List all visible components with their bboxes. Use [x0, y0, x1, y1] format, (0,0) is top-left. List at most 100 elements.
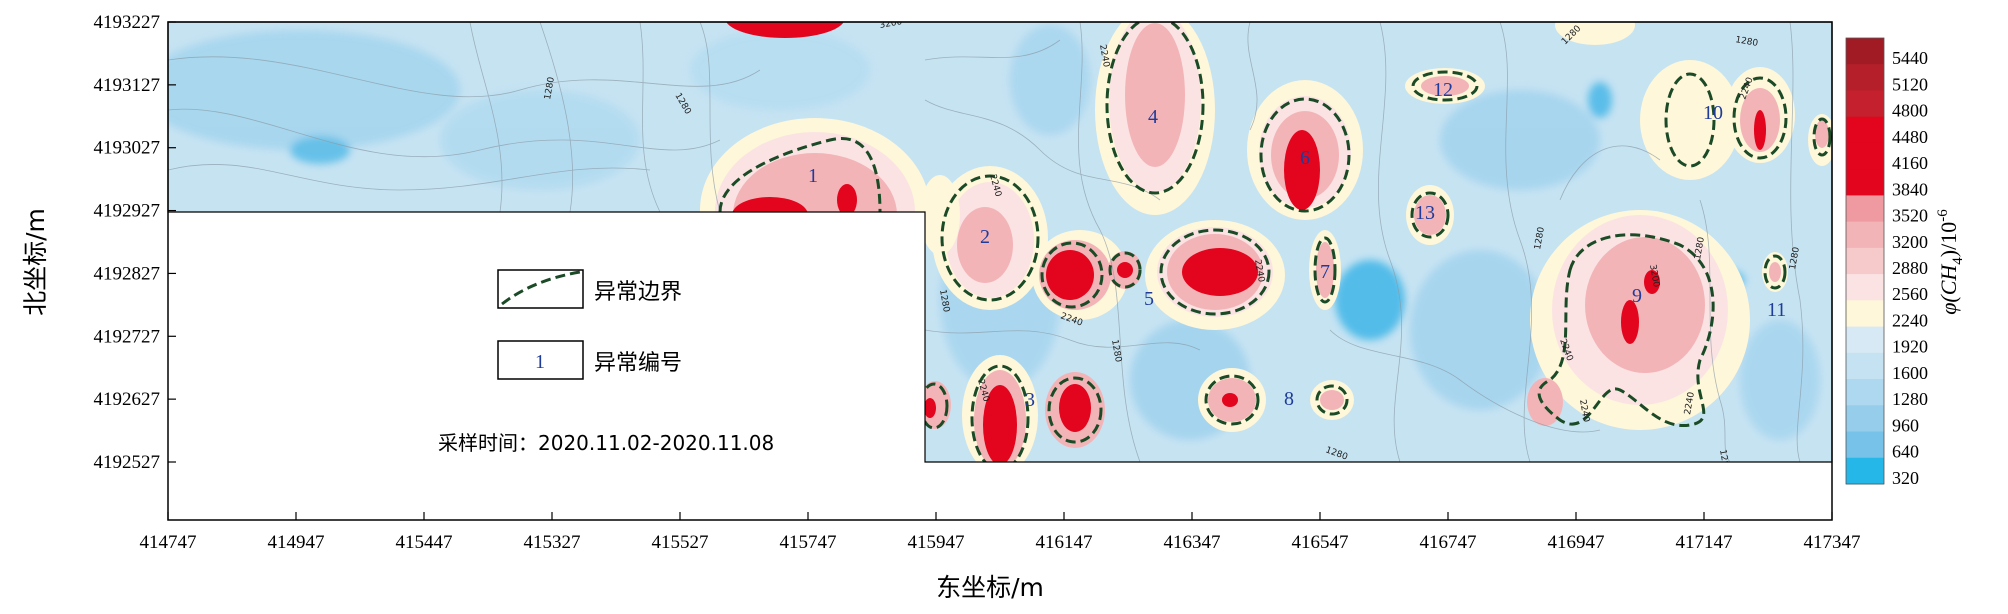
halo-pink [1815, 120, 1829, 148]
legend-number-label: 异常编号 [594, 351, 682, 376]
colorbar-tick-label: 4800 [1892, 101, 1928, 121]
legend-number-swatch [497, 340, 584, 380]
colorbar-swatch [1846, 90, 1884, 118]
boundary-8a [1204, 374, 1260, 426]
halo-pink [1585, 237, 1705, 373]
colorbar-swatch [1846, 116, 1884, 144]
boundary-11 [1763, 254, 1787, 290]
anomaly-label-12: 12 [1433, 79, 1453, 101]
anomaly-label-11: 11 [1767, 299, 1786, 321]
contour-line [1378, 22, 1402, 462]
halo-pale [1555, 22, 1635, 45]
x-tick-label: 416947 [1548, 532, 1605, 553]
contour-line [924, 39, 1061, 61]
x-tick-label: 417347 [1804, 532, 1861, 553]
contour-line [924, 329, 1201, 351]
boundary-3c [919, 382, 949, 430]
core-red [1621, 300, 1639, 344]
colorbar-tick-label: 4480 [1892, 127, 1928, 147]
contour-line [1789, 22, 1804, 462]
boundary-8b [1315, 384, 1349, 416]
x-tick-label: 417147 [1676, 532, 1733, 553]
legend-boundary-label: 异常边界 [594, 280, 682, 305]
halo-pale [920, 175, 960, 255]
x-tick-label: 415527 [652, 532, 709, 553]
anomaly-field-left [920, 22, 1635, 255]
low-zone [1440, 90, 1600, 190]
anomaly-field-2 [932, 166, 1048, 310]
low-zone [440, 90, 640, 190]
low-zone [168, 30, 460, 150]
y-tick-label: 4192627 [94, 389, 161, 410]
boundary-10b [1732, 76, 1788, 160]
contour-label: 2240 [1252, 259, 1266, 284]
boundary-2 [940, 174, 1040, 302]
boundary-3b [1047, 376, 1103, 444]
map-legend: 异常边界 1 异常编号 采样时间：2020.11.02-2020.11.08 [438, 269, 774, 455]
colorbar-tick-label: 2240 [1892, 310, 1928, 330]
colorbar-swatch [1846, 457, 1884, 485]
core-red [837, 184, 857, 216]
anomaly-boundaries [718, 22, 1832, 462]
boundary-6b [1259, 97, 1351, 213]
boundary-5b [1108, 251, 1142, 289]
axes-frame [167, 21, 1833, 521]
contour-label: 1280 [1533, 226, 1547, 251]
boundary-6a [1159, 228, 1271, 316]
contour-label: 3200 [1647, 264, 1661, 289]
colorbar-tick-label: 1920 [1892, 337, 1928, 357]
halo-pink [1316, 242, 1334, 298]
colorbar-frame [1845, 37, 1885, 485]
contour-line [539, 22, 574, 213]
anomaly-field-1 [700, 118, 930, 302]
legend-boundary-line [501, 270, 581, 306]
y-tick-label: 4192727 [94, 326, 161, 347]
anomaly-label-10: 10 [1703, 102, 1723, 124]
colorbar-title-sup: -6 [1935, 209, 1951, 222]
core-red [983, 385, 1017, 462]
colorbar-swatch [1846, 326, 1884, 354]
halo-pink [1421, 76, 1469, 96]
boundary-9 [1537, 233, 1715, 428]
x-tick-label: 415747 [780, 532, 837, 553]
x-tick-label: 416347 [1164, 532, 1221, 553]
anomaly-label-5: 5 [1144, 288, 1154, 310]
colorbar-swatch [1846, 38, 1884, 65]
contour-line [699, 22, 721, 213]
contour-line [168, 164, 651, 191]
contour-lines [168, 22, 1804, 462]
anomaly-label-3: 3 [1025, 389, 1035, 411]
colorbar-swatch [1846, 195, 1884, 223]
anomaly-label-2: 2 [980, 226, 990, 248]
low-zone [1740, 320, 1820, 440]
colorbar-title-main: φ(CH [1936, 264, 1961, 315]
colorbar-tick-label: 960 [1892, 415, 1919, 435]
y-tick-label: 4192927 [94, 201, 161, 222]
colorbar-tick-label: 2560 [1892, 284, 1928, 304]
colorbar-tick-label: 2880 [1892, 258, 1928, 278]
contour-label: 2240 [1097, 44, 1111, 69]
colorbar-tick-label: 640 [1892, 442, 1919, 462]
contour-label: 1280 [1734, 35, 1759, 49]
y-tick-label: 4192527 [94, 452, 161, 473]
anomaly-label-7: 7 [1320, 261, 1330, 283]
anomaly-label-13: 13 [1415, 202, 1435, 224]
x-axis-title: 东坐标/m [936, 573, 1044, 602]
colorbar-tick-label: 1280 [1892, 389, 1928, 409]
contour-label: 3200 [879, 17, 904, 31]
x-axis: 414747 414947 415447 415327 415527 415747 4159… [140, 512, 1861, 602]
colorbar-swatch [1846, 431, 1884, 459]
boundary-7 [1313, 236, 1337, 304]
low-zone [690, 30, 870, 110]
top-core [725, 22, 845, 38]
boundary-10a [1664, 72, 1716, 168]
x-tick-label: 416747 [1420, 532, 1477, 553]
colorbar-title: φ(CH4)/10-6 [1935, 209, 1966, 315]
boundary-10c [1812, 117, 1832, 157]
halo-pink [1527, 378, 1563, 426]
x-tick-label: 416147 [1036, 532, 1093, 553]
contour-line [1247, 22, 1258, 131]
colorbar-title-sub: 4 [1950, 257, 1966, 265]
contour-line [168, 56, 761, 98]
